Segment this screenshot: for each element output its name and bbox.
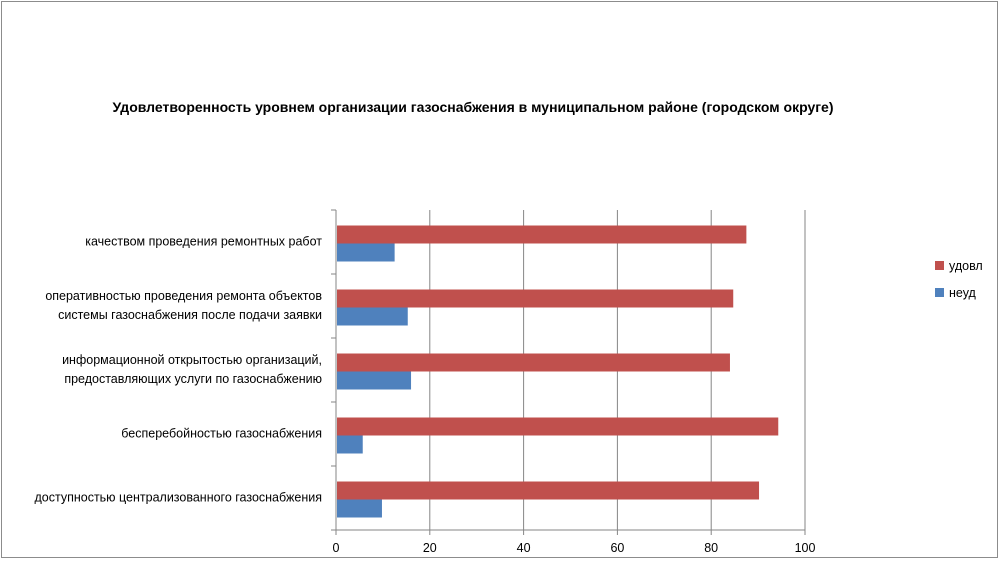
category-label: качеством проведения ремонтных работ — [85, 235, 322, 249]
legend-swatch-udovl — [935, 261, 944, 270]
bar-udovl-2 — [337, 353, 730, 372]
category-label: бесперебойностью газоснабжения — [121, 427, 322, 441]
x-tick-label: 100 — [795, 541, 816, 555]
chart-title: Удовлетворенность уровнем организации га… — [112, 99, 834, 115]
x-tick-label: 60 — [610, 541, 624, 555]
category-label: доступностью централизованного газоснабж… — [34, 491, 322, 505]
legend-label: неуд — [949, 286, 977, 300]
category-label: предоставляющих услуги по газоснабжению — [64, 372, 322, 386]
x-tick-label: 0 — [333, 541, 340, 555]
category-label: информационной открытостью организаций, — [62, 353, 322, 367]
bar-udovl-3 — [337, 417, 779, 436]
category-label: системы газоснабжения после подачи заявк… — [58, 308, 322, 322]
bar-udovl-1 — [337, 289, 734, 308]
x-tick-label: 40 — [517, 541, 531, 555]
bar-neud-1 — [337, 307, 408, 326]
bar-neud-3 — [337, 435, 363, 454]
bar-neud-4 — [337, 499, 382, 518]
legend-swatch-neud — [935, 288, 944, 297]
x-tick-label: 80 — [704, 541, 718, 555]
bar-neud-2 — [337, 371, 412, 390]
bar-udovl-4 — [337, 481, 760, 500]
x-tick-label: 20 — [423, 541, 437, 555]
legend-label: удовл — [949, 259, 983, 273]
bar-udovl-0 — [337, 225, 747, 244]
category-label: оперативностью проведения ремонта объект… — [45, 289, 322, 303]
bar-neud-0 — [337, 243, 395, 262]
